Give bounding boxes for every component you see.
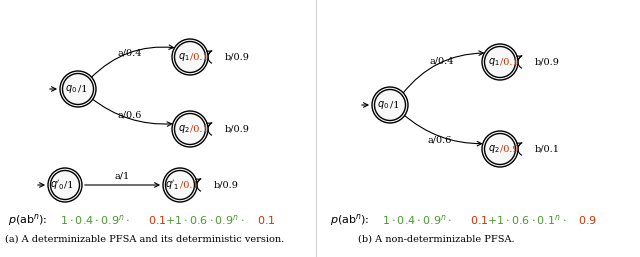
Text: a/1: a/1 — [115, 171, 130, 180]
Text: $q_1$: $q_1$ — [488, 56, 499, 68]
Text: $q'_1$: $q'_1$ — [165, 178, 179, 192]
Circle shape — [172, 111, 208, 147]
Circle shape — [48, 168, 82, 202]
Text: /1: /1 — [65, 180, 74, 189]
Circle shape — [482, 44, 518, 80]
Circle shape — [372, 87, 408, 123]
Text: $q'_0$: $q'_0$ — [50, 178, 65, 192]
Circle shape — [482, 131, 518, 167]
Text: /0.1: /0.1 — [179, 180, 198, 189]
Text: $p(\mathrm{ab}^n)$:: $p(\mathrm{ab}^n)$: — [8, 212, 47, 228]
Text: $0.1$: $0.1$ — [470, 214, 488, 226]
Text: $0.1$: $0.1$ — [148, 214, 166, 226]
Text: $1 \cdot 0.4 \cdot 0.9^n \cdot$: $1 \cdot 0.4 \cdot 0.9^n \cdot$ — [60, 213, 130, 227]
Text: b/0.9: b/0.9 — [225, 52, 250, 61]
Text: $q_2$: $q_2$ — [178, 123, 189, 135]
Text: /0.1: /0.1 — [189, 124, 208, 133]
Text: $0.1$: $0.1$ — [257, 214, 276, 226]
Text: b/0.9: b/0.9 — [535, 58, 560, 67]
Text: a/0.4: a/0.4 — [118, 49, 142, 58]
Text: b/0.9: b/0.9 — [225, 124, 250, 133]
Text: /0.9: /0.9 — [499, 144, 518, 153]
Text: $q_0$: $q_0$ — [378, 99, 390, 111]
Text: /1: /1 — [77, 85, 87, 94]
Text: $+ 1 \cdot 0.6 \cdot 0.9^n \cdot$: $+ 1 \cdot 0.6 \cdot 0.9^n \cdot$ — [165, 213, 244, 227]
Circle shape — [172, 39, 208, 75]
Text: b/0.1: b/0.1 — [535, 144, 560, 153]
Text: a/0.6: a/0.6 — [428, 135, 452, 144]
Text: $q_0$: $q_0$ — [65, 83, 77, 95]
Text: $p(\mathrm{ab}^n)$:: $p(\mathrm{ab}^n)$: — [330, 212, 370, 228]
Text: $q_1$: $q_1$ — [178, 51, 189, 63]
Text: (b) A non-determinizable PFSA.: (b) A non-determinizable PFSA. — [358, 234, 515, 243]
Text: $+ 1 \cdot 0.6 \cdot 0.1^n \cdot$: $+ 1 \cdot 0.6 \cdot 0.1^n \cdot$ — [487, 213, 566, 227]
Text: /0.1: /0.1 — [189, 52, 208, 61]
Text: $0.9$: $0.9$ — [578, 214, 597, 226]
Text: a/0.6: a/0.6 — [118, 111, 142, 120]
Text: /1: /1 — [390, 100, 399, 109]
Text: (a) A determinizable PFSA and its deterministic version.: (a) A determinizable PFSA and its determ… — [5, 234, 284, 243]
Circle shape — [60, 71, 96, 107]
Text: /0.1: /0.1 — [499, 58, 518, 67]
Text: $1 \cdot 0.4 \cdot 0.9^n \cdot$: $1 \cdot 0.4 \cdot 0.9^n \cdot$ — [382, 213, 452, 227]
Circle shape — [163, 168, 197, 202]
Text: $q_2$: $q_2$ — [488, 143, 499, 155]
Text: b/0.9: b/0.9 — [214, 180, 239, 189]
Text: a/0.4: a/0.4 — [429, 57, 454, 66]
